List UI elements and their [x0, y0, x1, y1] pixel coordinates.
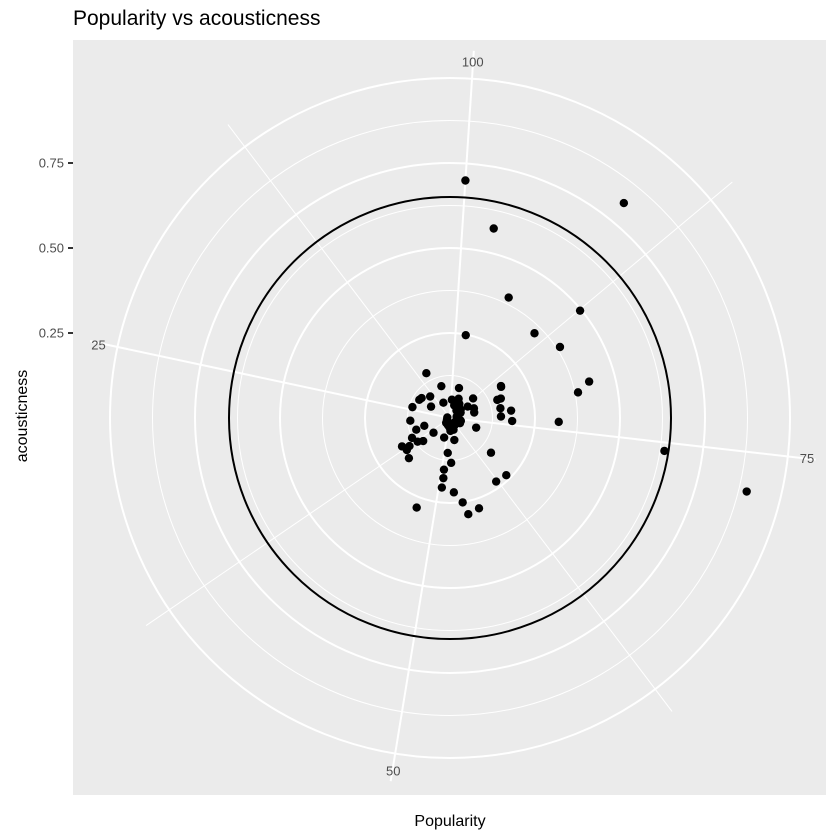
- data-point: [407, 433, 417, 443]
- data-point: [504, 293, 513, 302]
- data-point: [486, 448, 496, 457]
- angle-tick-label: 100: [462, 55, 484, 70]
- data-point: [468, 394, 478, 403]
- data-point: [443, 448, 452, 458]
- major-spoke: [89, 340, 451, 419]
- data-point: [406, 416, 415, 425]
- chart-title: Popularity vs acousticness: [73, 7, 320, 30]
- data-point: [489, 224, 498, 233]
- minor-spoke: [145, 417, 451, 626]
- points-layer: [397, 176, 751, 519]
- outer-grid-circle: [109, 77, 791, 759]
- minor-grid-circle: [237, 205, 663, 631]
- major-grid-circle: [194, 162, 706, 674]
- data-point: [412, 425, 421, 434]
- data-point: [496, 404, 505, 413]
- data-point: [463, 402, 472, 411]
- data-point: [458, 498, 467, 507]
- major-spoke: [449, 50, 475, 419]
- minor-spoke: [227, 124, 451, 419]
- data-point: [474, 504, 484, 513]
- radius-axis: 0.25 0.50 0.75: [39, 156, 73, 341]
- data-point: [439, 433, 449, 442]
- data-point: [426, 402, 436, 411]
- data-point: [660, 446, 669, 456]
- data-point: [439, 465, 449, 474]
- data-point: [443, 413, 452, 422]
- major-grid-circle: [279, 247, 621, 589]
- data-point: [502, 471, 511, 480]
- data-point: [496, 412, 506, 421]
- data-point: [530, 329, 539, 338]
- data-point: [415, 395, 424, 405]
- data-point: [450, 420, 459, 430]
- data-point: [437, 381, 446, 391]
- data-point: [464, 510, 473, 519]
- data-point: [555, 342, 565, 352]
- angle-axis: 25 50 75 100: [91, 55, 814, 779]
- minor-grid-circle: [322, 290, 578, 546]
- angle-tick-label: 75: [800, 451, 814, 466]
- data-point: [454, 383, 464, 393]
- y-axis-title: acousticness: [14, 370, 31, 463]
- data-point: [439, 398, 448, 407]
- major-grid-circle: [364, 332, 536, 504]
- data-point: [461, 330, 470, 340]
- data-point: [425, 392, 435, 401]
- data-point: [554, 417, 563, 427]
- data-point: [402, 445, 412, 455]
- data-point: [575, 306, 585, 315]
- radius-tick-label: 0.50: [39, 241, 64, 256]
- data-point: [619, 198, 629, 208]
- data-point: [450, 435, 459, 445]
- data-point: [420, 421, 429, 430]
- data-point: [412, 503, 421, 512]
- data-point: [584, 377, 594, 386]
- angle-tick-label: 25: [91, 337, 105, 352]
- data-point: [461, 176, 470, 185]
- radius-tick-label: 0.25: [39, 326, 64, 341]
- data-point: [506, 406, 516, 415]
- data-point: [491, 477, 501, 486]
- data-point: [437, 483, 447, 492]
- data-point: [446, 458, 456, 468]
- angle-tick-label: 50: [386, 763, 400, 778]
- data-point: [439, 473, 448, 483]
- data-point: [742, 487, 751, 496]
- data-point: [573, 388, 583, 397]
- data-point: [449, 488, 459, 497]
- minor-spoke: [449, 181, 733, 419]
- data-point: [404, 453, 414, 463]
- data-point: [471, 423, 481, 432]
- reference-circle: [228, 196, 672, 640]
- data-point: [408, 402, 417, 412]
- minor-spoke: [449, 417, 673, 712]
- minor-grid-circle: [152, 120, 748, 716]
- data-point: [422, 369, 431, 378]
- data-point: [429, 428, 438, 437]
- data-point: [507, 416, 517, 426]
- data-point: [493, 395, 502, 405]
- reference-circle-layer: [228, 196, 672, 640]
- data-point: [496, 382, 506, 392]
- radius-tick-label: 0.75: [39, 156, 64, 171]
- x-axis-title: Popularity: [414, 813, 485, 830]
